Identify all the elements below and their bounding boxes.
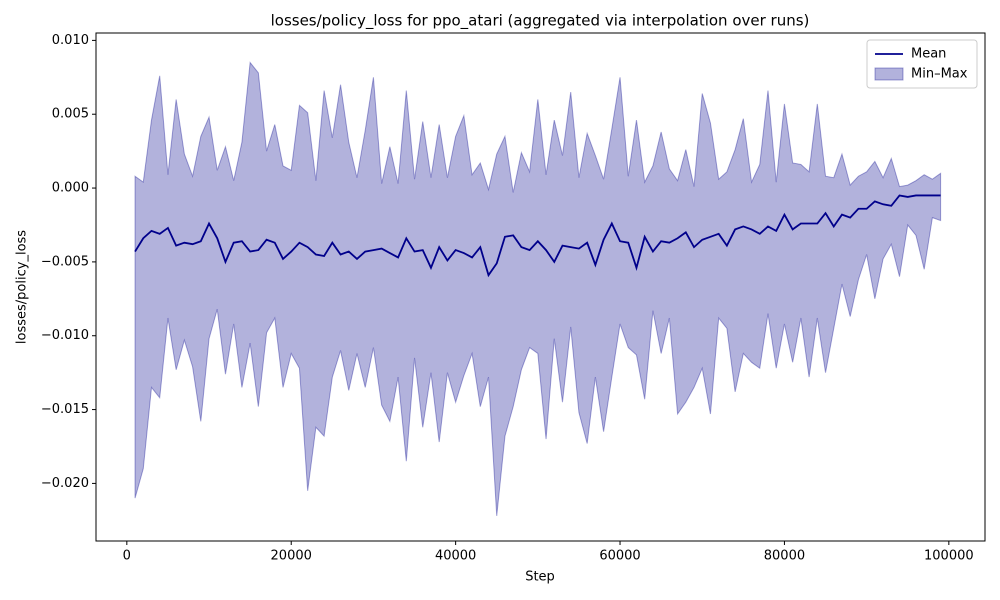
legend-label: Mean	[911, 47, 946, 62]
min-max-band	[134, 61, 942, 516]
x-tick-label: 80000	[764, 549, 805, 564]
y-tick-label: −0.005	[41, 254, 89, 269]
plot-frame	[95, 32, 986, 542]
legend-swatch	[874, 67, 904, 81]
mean-line	[134, 194, 941, 278]
y-axis-label: losses/policy_loss	[15, 230, 30, 344]
y-tick-label: 0.010	[52, 33, 89, 48]
y-tick-label: 0.005	[52, 107, 89, 122]
x-axis-label: Step	[525, 570, 555, 585]
x-tick-label: 20000	[271, 549, 312, 564]
y-tick-label: −0.010	[41, 328, 89, 343]
y-tick-label: −0.015	[41, 402, 89, 417]
chart-title: losses/policy_loss for ppo_atari (aggreg…	[271, 12, 810, 31]
y-tick-label: −0.020	[41, 476, 89, 491]
legend-frame	[866, 39, 978, 89]
legend: Mean Min–Max	[866, 39, 978, 89]
legend-label: Min–Max	[911, 67, 968, 82]
x-tick-label: 100000	[924, 549, 974, 564]
x-tick-label: 0	[123, 549, 131, 564]
x-tick-label: 60000	[599, 549, 640, 564]
y-tick-label: 0.000	[52, 181, 89, 196]
x-tick-label: 40000	[435, 549, 476, 564]
